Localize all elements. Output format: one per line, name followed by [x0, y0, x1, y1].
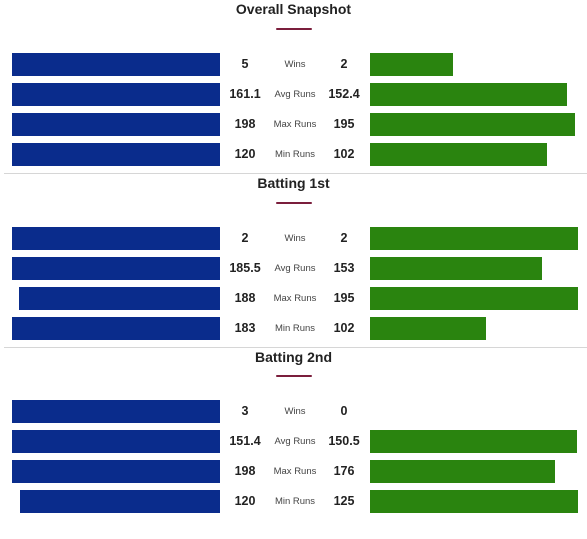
stat-row-min-runs: 120 Min Runs 102: [0, 143, 587, 166]
team-b-value: 195: [333, 291, 355, 305]
team-b-value: 0: [340, 404, 348, 418]
stat-label: Wins: [284, 406, 306, 417]
stat-label: Max Runs: [273, 466, 317, 477]
team-a-value: 183: [234, 321, 256, 335]
team-a-bar: [12, 227, 220, 250]
team-a-bar: [12, 143, 220, 166]
stat-row-avg-runs: 185.5 Avg Runs 153: [0, 257, 587, 280]
team-a-bar: [20, 490, 220, 513]
title-underline: [276, 202, 312, 204]
team-b-value: 102: [333, 321, 355, 335]
team-b-value: 153: [333, 261, 355, 275]
team-b-bar: [370, 317, 486, 340]
team-b-bar: [370, 257, 542, 280]
title-underline: [276, 28, 312, 30]
team-a-bar: [12, 83, 220, 106]
stat-label: Min Runs: [274, 323, 316, 334]
stat-row-wins: 5 Wins 2: [0, 53, 587, 76]
stat-label: Min Runs: [274, 149, 316, 160]
team-a-bar: [12, 113, 220, 136]
team-a-bar: [12, 460, 220, 483]
team-a-value: 185.5: [229, 261, 261, 275]
team-a-value: 5: [241, 57, 249, 71]
section-title: Batting 2nd: [255, 349, 332, 365]
stat-row-min-runs: 120 Min Runs 125: [0, 490, 587, 513]
team-a-value: 151.4: [229, 434, 261, 448]
team-b-bar: [370, 227, 578, 250]
team-b-value: 176: [333, 464, 355, 478]
team-b-value: 2: [340, 57, 348, 71]
section-title: Batting 1st: [257, 175, 330, 191]
team-a-bar: [19, 287, 220, 310]
stat-label: Wins: [284, 59, 306, 70]
section-title: Overall Snapshot: [235, 1, 352, 17]
team-b-bar: [370, 430, 577, 453]
stat-row-wins: 2 Wins 2: [0, 227, 587, 250]
stat-row-avg-runs: 161.1 Avg Runs 152.4: [0, 83, 587, 106]
stat-label: Avg Runs: [274, 89, 316, 100]
stat-row-min-runs: 183 Min Runs 102: [0, 317, 587, 340]
team-a-value: 188: [234, 291, 256, 305]
team-a-value: 161.1: [229, 87, 261, 101]
team-a-value: 2: [241, 231, 249, 245]
stat-row-max-runs: 198 Max Runs 176: [0, 460, 587, 483]
team-b-bar: [370, 490, 578, 513]
team-a-bar: [12, 430, 220, 453]
title-underline: [276, 375, 312, 377]
stat-label: Wins: [284, 233, 306, 244]
stat-row-max-runs: 188 Max Runs 195: [0, 287, 587, 310]
team-a-value: 120: [234, 494, 256, 508]
team-a-value: 198: [234, 117, 256, 131]
team-b-value: 125: [333, 494, 355, 508]
team-b-value: 152.4: [328, 87, 360, 101]
team-b-bar: [370, 83, 567, 106]
stat-row-avg-runs: 151.4 Avg Runs 150.5: [0, 430, 587, 453]
team-a-bar: [12, 53, 220, 76]
team-a-value: 120: [234, 147, 256, 161]
team-b-bar: [370, 460, 555, 483]
team-b-value: 195: [333, 117, 355, 131]
team-b-bar: [370, 287, 578, 310]
stat-label: Max Runs: [273, 119, 317, 130]
team-b-bar: [370, 113, 575, 136]
stat-row-wins: 3 Wins 0: [0, 400, 587, 423]
team-a-value: 198: [234, 464, 256, 478]
team-a-bar: [12, 257, 220, 280]
stat-label: Min Runs: [274, 496, 316, 507]
team-b-value: 2: [340, 231, 348, 245]
team-a-bar: [12, 317, 220, 340]
team-b-bar: [370, 53, 453, 76]
section-divider: [4, 347, 587, 348]
stat-row-max-runs: 198 Max Runs 195: [0, 113, 587, 136]
team-a-value: 3: [241, 404, 249, 418]
section-divider: [4, 173, 587, 174]
team-a-bar: [12, 400, 220, 423]
team-b-bar: [370, 143, 547, 166]
team-b-value: 150.5: [328, 434, 360, 448]
stat-label: Avg Runs: [274, 436, 316, 447]
stat-label: Avg Runs: [274, 263, 316, 274]
team-b-value: 102: [333, 147, 355, 161]
stat-label: Max Runs: [273, 293, 317, 304]
